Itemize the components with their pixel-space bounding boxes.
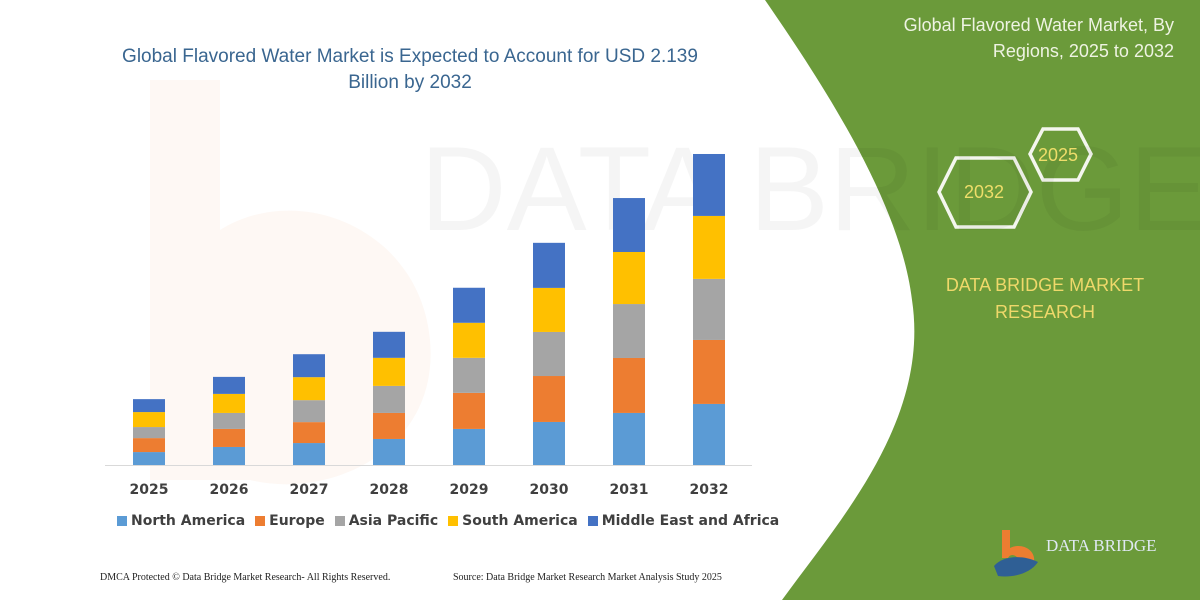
bar-segment-2029-north-america	[453, 428, 485, 465]
x-tick-label: 2025	[130, 482, 169, 498]
bar-segment-2027-middle-east-and-africa	[293, 354, 325, 378]
hexagon-2025-icon	[1028, 127, 1093, 182]
legend-swatch	[448, 516, 459, 526]
bar-segment-2029-middle-east-and-africa	[453, 287, 485, 323]
bar-segment-2026-middle-east-and-africa	[213, 376, 245, 394]
copyright-text: DMCA Protected © Data Bridge Market Rese…	[100, 572, 391, 583]
bar-segment-2028-middle-east-and-africa	[373, 331, 405, 358]
x-tick-label: 2032	[690, 482, 729, 498]
bar-segment-2031-middle-east-and-africa	[613, 198, 645, 252]
legend-swatch	[117, 516, 127, 526]
bar-segment-2029-europe	[453, 392, 485, 429]
legend-item: Europe	[255, 513, 325, 529]
green-panel	[765, 0, 1200, 600]
legend-label: Europe	[269, 513, 325, 529]
bar-segment-2030-asia-pacific	[533, 331, 565, 377]
legend-label: North America	[131, 513, 246, 529]
bar-segment-2032-north-america	[693, 403, 725, 465]
bar-segment-2025-north-america	[133, 452, 165, 465]
legend: North America Europe Asia Pacific South Ame…	[117, 513, 779, 529]
x-tick-label: 2028	[370, 482, 409, 498]
source-text: Source: Data Bridge Market Research Mark…	[453, 572, 722, 583]
bar-segment-2030-europe	[533, 376, 565, 422]
bar-segment-2025-middle-east-and-africa	[133, 399, 165, 413]
x-tick-label: 2031	[610, 482, 649, 498]
bar-segment-2027-europe	[293, 422, 325, 444]
legend-label: South America	[462, 513, 578, 529]
bar-segment-2029-asia-pacific	[453, 357, 485, 393]
bar-segment-2032-middle-east-and-africa	[693, 153, 725, 216]
bar-segment-2032-asia-pacific	[693, 278, 725, 340]
legend-item: Asia Pacific	[334, 513, 439, 529]
bar-segment-2031-europe	[613, 357, 645, 413]
brand-name: DATA BRIDGE MARKET RESEARCH	[945, 275, 1145, 322]
x-tick-label: 2030	[530, 482, 569, 498]
x-tick-label: 2027	[290, 482, 329, 498]
bar-segment-2028-north-america	[373, 438, 405, 465]
bar-segment-2028-south-america	[373, 357, 405, 386]
legend-label: Asia Pacific	[348, 513, 439, 529]
badge-year-end: 2032	[964, 182, 1005, 202]
bar-segment-2025-asia-pacific	[133, 427, 165, 439]
legend-swatch	[334, 516, 345, 526]
bar-segment-2028-europe	[373, 412, 405, 439]
x-tick-label: 2026	[210, 482, 249, 498]
bar-segment-2032-south-america	[693, 215, 725, 279]
bar-segment-2028-asia-pacific	[373, 385, 405, 413]
logo-text: DATA BRIDGE	[1046, 536, 1157, 555]
bar-segment-2026-north-america	[213, 446, 245, 465]
bar-segment-2026-south-america	[213, 393, 245, 413]
legend-swatch	[587, 516, 598, 526]
bar-segment-2025-south-america	[133, 412, 165, 428]
bar-segment-2026-europe	[213, 428, 245, 447]
bar-segment-2031-south-america	[613, 251, 645, 305]
legend-item: South America	[448, 513, 578, 529]
bar-segment-2027-asia-pacific	[293, 400, 325, 423]
bar-segment-2029-south-america	[453, 322, 485, 358]
bar-segment-2027-north-america	[293, 443, 325, 465]
data-bridge-logo	[994, 530, 1038, 577]
bar-segment-2027-south-america	[293, 377, 325, 401]
badge-year-start: 2025	[1038, 145, 1079, 165]
legend-label: Middle East and Africa	[601, 513, 780, 529]
hexagon-2032-icon	[937, 156, 1033, 229]
bar-segment-2031-asia-pacific	[613, 304, 645, 358]
bar-segment-2031-north-america	[613, 412, 645, 465]
bar-segment-2030-middle-east-and-africa	[533, 242, 565, 288]
bar-segment-2032-europe	[693, 339, 725, 404]
legend-item: North America	[117, 513, 245, 529]
bar-segment-2030-north-america	[533, 421, 565, 465]
legend-swatch	[255, 516, 266, 526]
bar-segment-2025-europe	[133, 438, 165, 453]
bar-segment-2030-south-america	[533, 287, 565, 332]
bar-segment-2026-asia-pacific	[213, 412, 245, 429]
chart-title: Global Flavored Water Market is Expected…	[122, 46, 698, 93]
side-title: Global Flavored Water Market, By Regions…	[903, 15, 1174, 61]
legend-item: Middle East and Africa	[587, 513, 780, 529]
x-tick-label: 2029	[450, 482, 489, 498]
